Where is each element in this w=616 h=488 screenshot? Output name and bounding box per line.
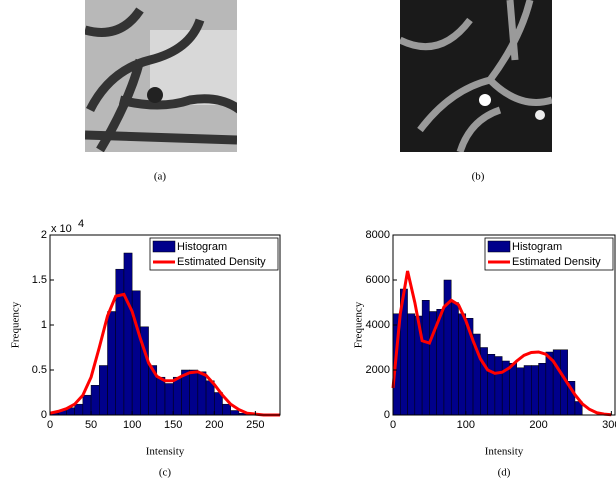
x-tick-label: 300 xyxy=(602,419,616,431)
bar xyxy=(131,290,141,416)
x-axis-label: Intensity xyxy=(485,446,524,458)
y-tick-label: 0 xyxy=(41,409,47,421)
image-a xyxy=(85,0,237,152)
x-tick-label: 100 xyxy=(123,419,141,431)
bar xyxy=(421,300,430,416)
bar xyxy=(538,363,547,416)
legend-label: Estimated Density xyxy=(512,256,601,268)
bar xyxy=(450,302,459,416)
y-axis-label: Frequency xyxy=(353,301,365,348)
bar xyxy=(205,380,215,416)
y-tick-label: 0 xyxy=(384,409,390,421)
y-tick-label: 1.5 xyxy=(32,274,47,286)
x-axis-label: Intensity xyxy=(146,446,185,458)
bar xyxy=(230,410,240,416)
bar xyxy=(197,371,207,416)
bar xyxy=(523,365,532,416)
bar xyxy=(509,363,517,416)
bar xyxy=(156,376,166,416)
bar xyxy=(494,356,503,416)
bar xyxy=(115,268,125,416)
bar xyxy=(107,311,116,416)
legend-label: Estimated Density xyxy=(177,256,266,268)
legend-label: Histogram xyxy=(177,241,227,253)
y-tick-label: 8000 xyxy=(366,229,390,241)
caption: (a) xyxy=(154,171,167,183)
bar xyxy=(99,365,108,416)
x-tick-label: 200 xyxy=(529,419,547,431)
y-axis-label: Frequency xyxy=(10,301,22,348)
bar xyxy=(531,365,539,416)
legend-swatch xyxy=(152,240,176,253)
bar xyxy=(487,354,496,416)
x-tick-label: 250 xyxy=(246,419,264,431)
image-b xyxy=(400,0,552,152)
density-line xyxy=(391,270,612,417)
caption: (b) xyxy=(472,171,485,183)
bar xyxy=(189,369,199,416)
y-tick-label: 2 xyxy=(41,229,47,241)
bar xyxy=(90,385,100,416)
y-tick-label: 1 xyxy=(41,319,47,331)
bar xyxy=(552,349,561,416)
x-tick-label: 50 xyxy=(85,419,97,431)
x-tick-label: 200 xyxy=(205,419,223,431)
bar xyxy=(458,313,467,416)
x-tick-label: 100 xyxy=(457,419,475,431)
legend-label: Histogram xyxy=(512,241,562,253)
x-tick-label: 0 xyxy=(390,419,396,431)
bar xyxy=(82,394,92,416)
y-tick-label: 4000 xyxy=(366,319,390,331)
x-tick-label: 0 xyxy=(47,419,53,431)
bar xyxy=(222,403,231,416)
bar xyxy=(74,403,84,416)
y-scale-exponent: 4 xyxy=(78,218,84,230)
bar xyxy=(407,313,416,416)
y-tick-label: 0.5 xyxy=(32,364,47,376)
bar xyxy=(516,367,525,416)
y-tick-label: 6000 xyxy=(366,274,390,286)
caption: (c) xyxy=(159,467,172,479)
legend-swatch xyxy=(487,240,511,253)
bar xyxy=(123,252,133,416)
bar xyxy=(164,383,174,416)
y-tick-label: 2000 xyxy=(366,364,390,376)
y-scale-label: x 10 xyxy=(51,223,72,235)
density-line xyxy=(49,292,280,417)
x-tick-label: 150 xyxy=(164,419,182,431)
caption: (d) xyxy=(498,467,511,479)
bar xyxy=(172,376,182,416)
